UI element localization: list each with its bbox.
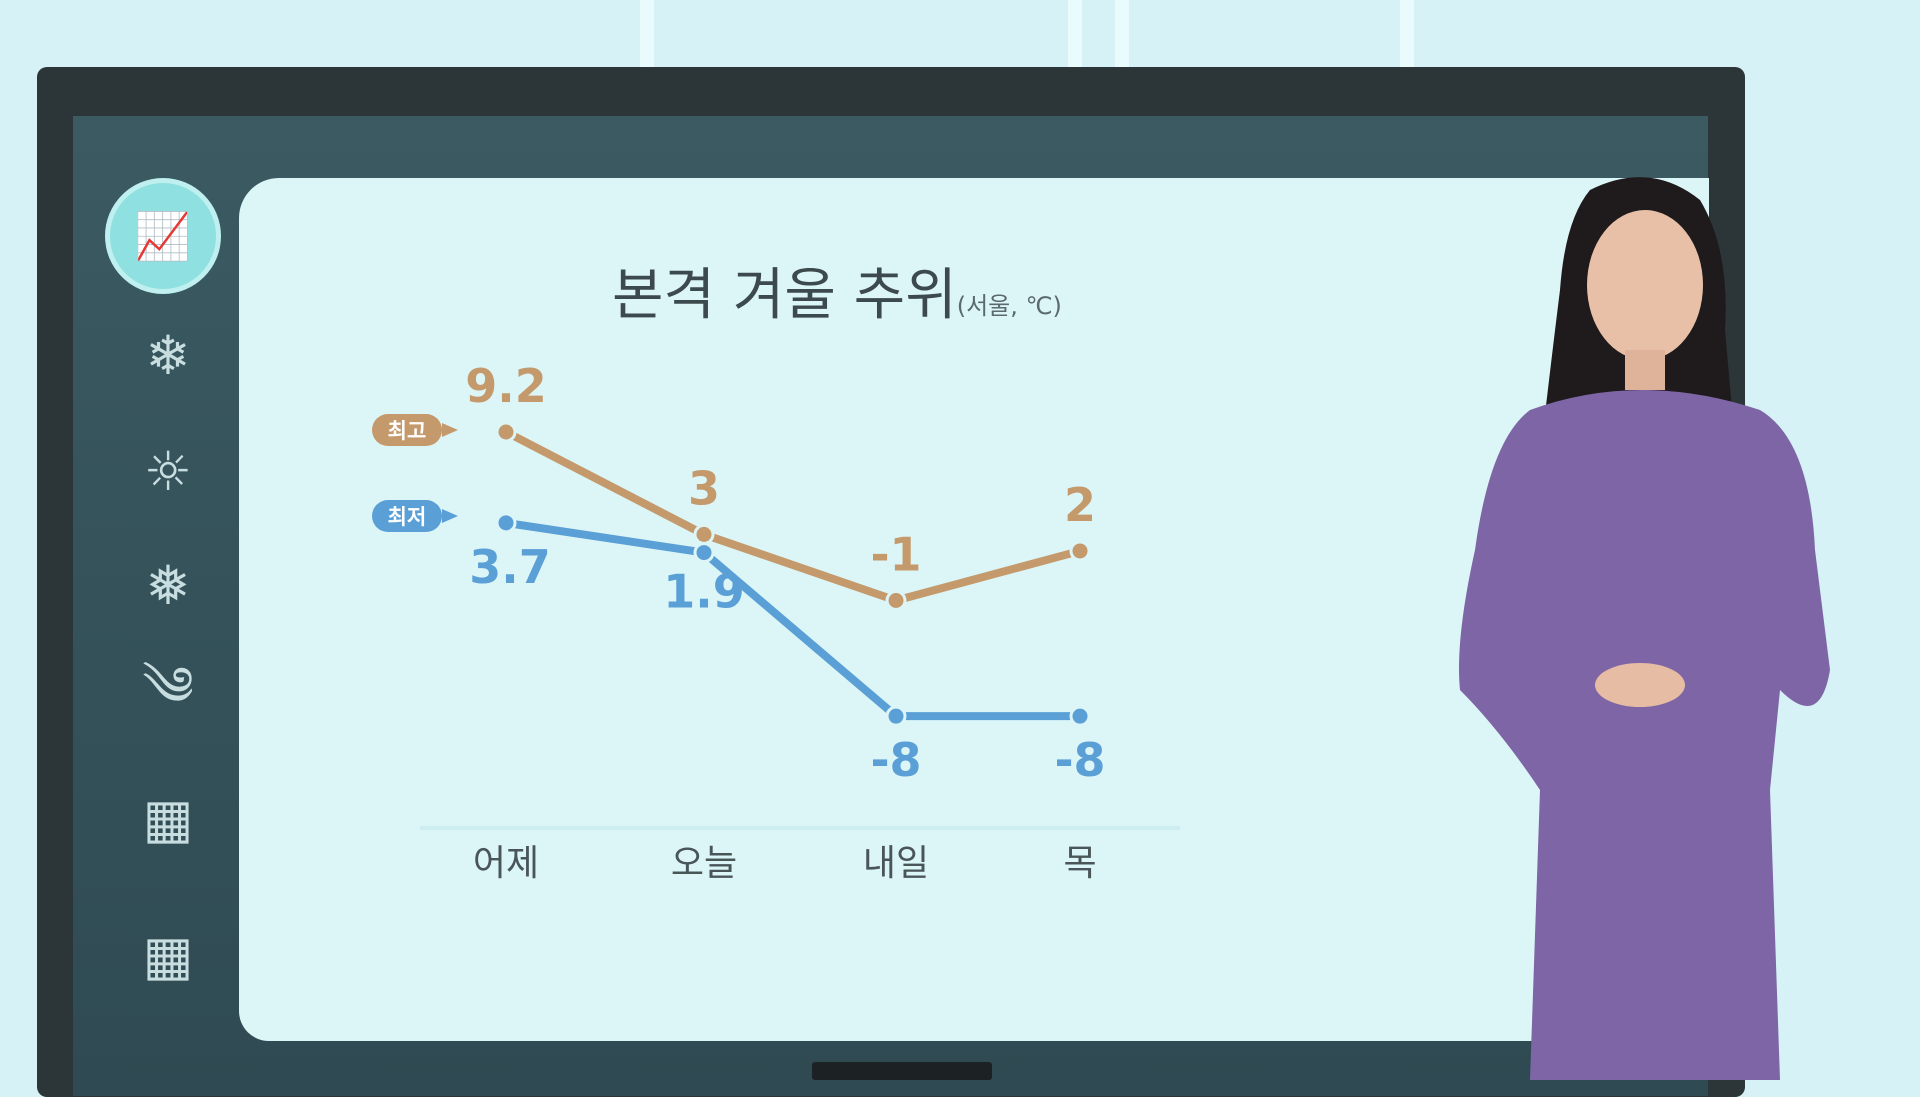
data-label: 2 [1064, 478, 1096, 532]
snow-thermometer-icon[interactable]: ❄ [145, 323, 191, 387]
sun-thermometer-icon[interactable]: ☼ [143, 439, 193, 503]
legend-pointer [442, 509, 458, 523]
calendar-icon[interactable]: ▦ [142, 923, 194, 987]
data-point [693, 542, 715, 564]
snowflake-icon[interactable]: ❅ [145, 553, 191, 617]
data-label: -1 [870, 528, 921, 582]
data-point [495, 421, 517, 443]
chart-subtitle: (서울, ℃) [956, 292, 1062, 320]
chart-title-text: 본격 겨울 추위 [612, 263, 957, 328]
legend-badge [372, 414, 442, 446]
data-label: 1.9 [663, 565, 745, 619]
data-point [1069, 540, 1091, 562]
series-line-low [505, 518, 1080, 721]
chart-title: 본격 겨울 추위(서울, ℃) [612, 250, 1062, 331]
x-axis-line [420, 826, 1180, 830]
x-tick-label: 목 [1063, 843, 1096, 884]
data-label: 3.7 [469, 540, 551, 594]
data-point [885, 590, 907, 612]
x-tick-label: 어제 [473, 843, 539, 884]
series-line-high [504, 428, 1082, 605]
calendar-icon[interactable]: ▦ [142, 786, 194, 850]
monitor-dock [812, 1062, 992, 1080]
data-point [693, 523, 715, 545]
legend-badge [372, 500, 442, 532]
studio-background [1400, 0, 1414, 70]
data-label: -8 [1054, 733, 1105, 787]
x-tick-label: 오늘 [671, 843, 737, 884]
x-tick-label: 내일 [863, 843, 929, 884]
studio-background [1115, 0, 1129, 70]
data-point [1069, 705, 1091, 727]
legend-pointer [442, 423, 458, 437]
studio-background [640, 0, 654, 70]
data-label: 3 [688, 461, 720, 515]
legend-label: 최저 [388, 505, 427, 529]
presenter [1459, 177, 1830, 1080]
data-point [885, 705, 907, 727]
data-label: 9.2 [465, 359, 547, 413]
legend-label: 최고 [388, 419, 427, 443]
data-point [495, 512, 517, 534]
studio-background [1068, 0, 1082, 70]
data-label: -8 [870, 733, 921, 787]
line-chart-icon[interactable]: 📈 [110, 183, 216, 289]
